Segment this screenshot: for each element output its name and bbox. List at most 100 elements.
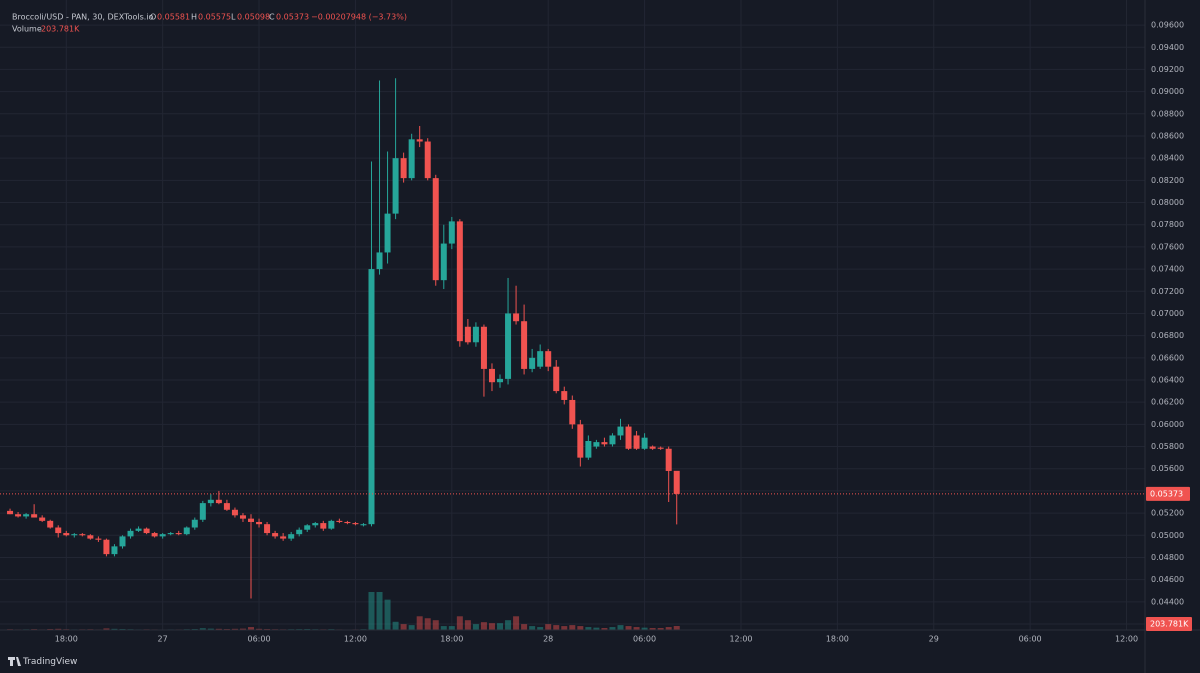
volume-bar: [577, 626, 584, 630]
candle-body: [328, 520, 335, 529]
candle-body: [207, 499, 214, 504]
volume-bar: [384, 599, 391, 630]
legend-header: Broccoli/USD - PAN, 30, DEXTools.io O 0.…: [12, 13, 407, 34]
candle-body: [103, 539, 110, 555]
candle-body: [641, 437, 648, 449]
candle-body: [657, 447, 664, 449]
volume-bar: [633, 627, 640, 630]
candle-body: [39, 517, 46, 521]
candle-body: [513, 313, 520, 322]
candle-body: [545, 351, 552, 367]
candle-body: [392, 158, 399, 214]
volume-bar: [585, 627, 592, 630]
candle-body: [239, 515, 246, 519]
candle-body: [529, 357, 536, 369]
candle-body: [585, 441, 592, 458]
volume-badge: [1146, 617, 1192, 631]
candle-body: [633, 435, 640, 449]
volume-bar: [593, 627, 600, 630]
candle-body: [537, 351, 544, 367]
x-tick-label: 18:00: [826, 635, 849, 644]
ohlc-label: C: [269, 13, 275, 22]
volume-bar: [376, 592, 383, 630]
candle-body: [119, 536, 126, 547]
volume-bar: [505, 620, 512, 630]
volume-bar: [103, 628, 110, 630]
candle-body: [87, 535, 94, 539]
price-badge-label: 0.05373: [1150, 489, 1183, 498]
candle-body: [376, 252, 383, 270]
y-tick-label: 0.08800: [1151, 109, 1184, 118]
candle-body: [183, 527, 190, 535]
candle-body: [280, 536, 287, 539]
candle-body: [23, 514, 30, 517]
y-tick-label: 0.05800: [1151, 442, 1184, 451]
y-tick-label: 0.08000: [1151, 198, 1184, 207]
candle-body: [488, 368, 495, 383]
y-tick-label: 0.08600: [1151, 131, 1184, 140]
volume-bar: [55, 628, 62, 630]
volume-bar: [456, 616, 463, 630]
price-badge: [1146, 486, 1190, 501]
candle-body: [320, 523, 327, 529]
candle-body: [151, 533, 158, 537]
candle-body: [601, 442, 608, 445]
volume-bar: [464, 620, 471, 630]
candle-body: [95, 538, 102, 540]
volume-bar: [553, 625, 560, 630]
candle-body: [55, 527, 62, 534]
volume-badge-label: 203.781K: [1150, 620, 1189, 629]
x-tick-label: 18:00: [440, 635, 463, 644]
volume-bar: [521, 624, 528, 630]
candle-body: [159, 534, 166, 537]
volume-bar: [424, 618, 431, 630]
candle-body: [79, 534, 86, 536]
candle-body: [456, 221, 463, 342]
x-tick-label: 18:00: [55, 635, 78, 644]
y-tick-label: 0.04400: [1151, 597, 1184, 606]
candle-body: [480, 326, 487, 369]
candle-body: [424, 141, 431, 179]
volume-bar: [657, 628, 664, 630]
volume-bar: [215, 628, 222, 630]
y-tick-label: 0.05000: [1151, 531, 1184, 540]
candle-body: [665, 448, 672, 471]
volume-bar: [256, 628, 263, 630]
candle-body: [304, 525, 311, 530]
candle-body: [553, 366, 560, 392]
candle-body: [215, 499, 222, 504]
axes: 0.09600 0.09400 0.09200 0.09000 0.08800 0.086…: [55, 21, 1192, 644]
volume-bar: [448, 626, 455, 630]
change: −0.00207948 (−3.73%): [311, 13, 407, 22]
candle-body: [416, 139, 423, 142]
candle-body: [448, 221, 455, 244]
candle-body: [223, 503, 230, 510]
volume-value: 203.781K: [41, 25, 80, 34]
candle-body: [135, 528, 142, 531]
ohlc-value: 0.05098: [237, 13, 270, 22]
y-tick-label: 0.07600: [1151, 242, 1184, 251]
y-tick-label: 0.05200: [1151, 509, 1184, 518]
volume-bar: [665, 627, 672, 630]
y-tick-label: 0.06000: [1151, 420, 1184, 429]
volume-bar: [561, 626, 568, 630]
candle-body: [408, 139, 415, 179]
volume-bar: [416, 616, 423, 630]
volume-bar: [472, 624, 479, 630]
candle-body: [296, 529, 303, 535]
candle-body: [63, 533, 70, 536]
volume-bar: [513, 616, 520, 630]
candle-body: [360, 524, 367, 526]
volume-bar: [545, 624, 552, 630]
volume-bar: [408, 625, 415, 630]
volume-bar: [649, 628, 656, 630]
volume-bar: [480, 622, 487, 630]
candle-body: [497, 378, 504, 383]
x-tick-label: 06:00: [1019, 635, 1042, 644]
candle-body: [231, 509, 238, 516]
candle-body: [47, 520, 54, 528]
candle-body: [344, 521, 351, 524]
candle-body: [505, 313, 512, 379]
logo: [8, 657, 21, 666]
